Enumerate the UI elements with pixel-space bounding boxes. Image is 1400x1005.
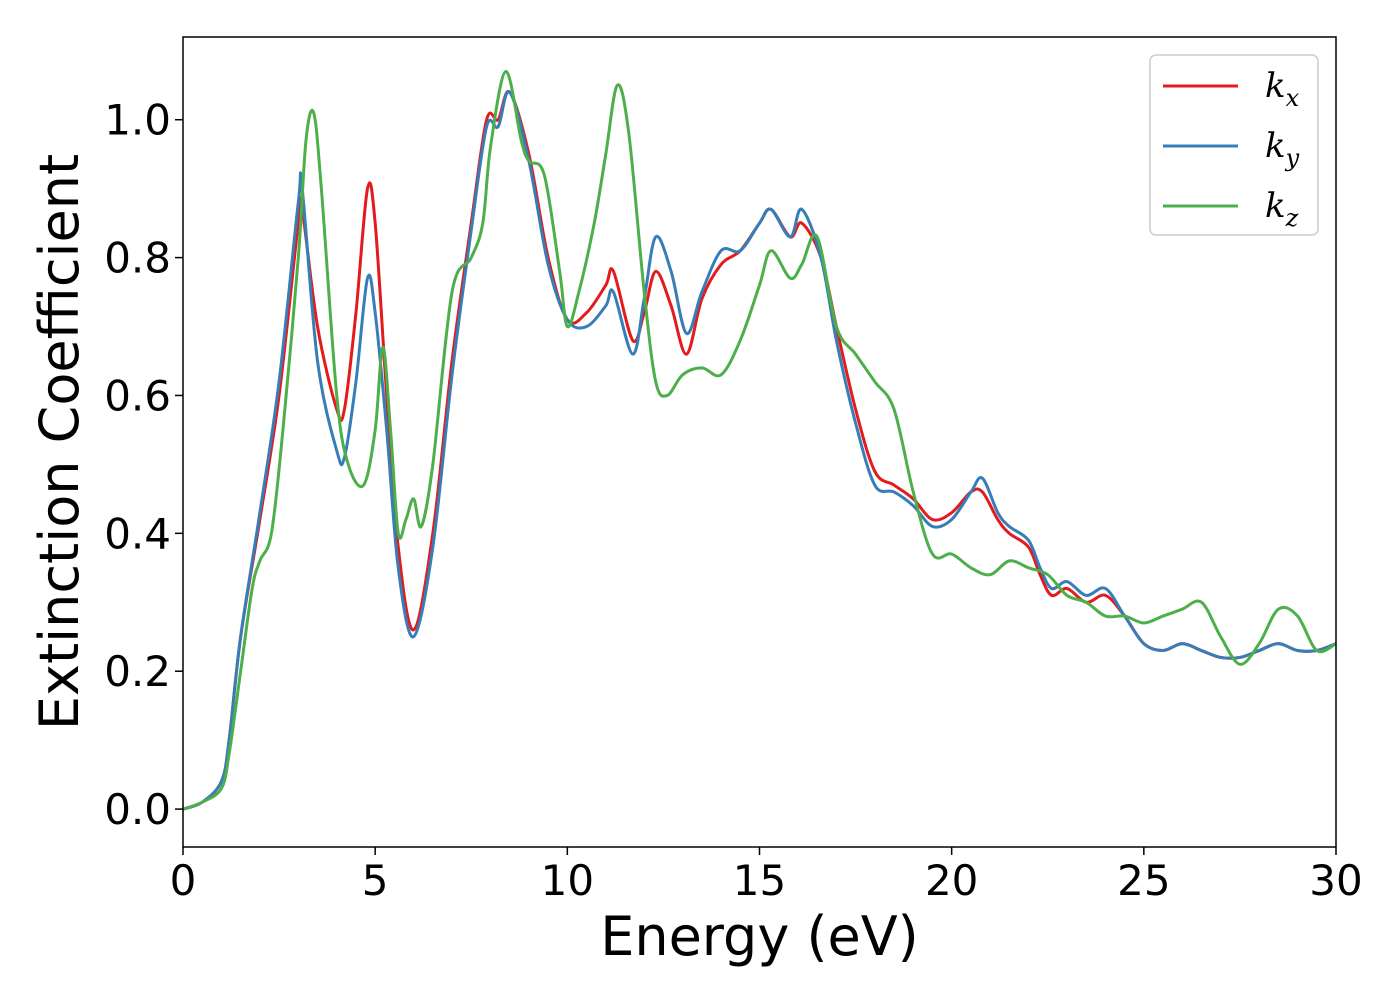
x-tick-label: 25 [1117, 856, 1170, 905]
series-line-z [183, 69, 1336, 811]
y-tick-label: 0.2 [104, 647, 171, 696]
y-axis-ticks: 0.0 0.2 0.4 0.6 0.8 1.0 [104, 96, 183, 834]
y-tick-label: 1.0 [104, 96, 171, 145]
legend-subscript-z: z [1285, 204, 1299, 232]
x-tick-label: 10 [541, 856, 594, 905]
x-axis-label: Energy (eV) [600, 905, 919, 968]
x-tick-label: 5 [362, 856, 389, 905]
y-tick-label: 0.6 [104, 371, 171, 420]
legend-subscript-x: x [1286, 84, 1300, 112]
y-tick-label: 0.4 [104, 509, 171, 558]
x-tick-label: 20 [925, 856, 978, 905]
series-line-y [183, 90, 1336, 811]
y-axis-label: Extinction Coefficient [28, 154, 91, 730]
x-tick-label: 15 [733, 856, 786, 905]
legend-subscript-y: y [1285, 144, 1300, 172]
y-tick-label: 0.0 [104, 785, 171, 834]
plot-lines [183, 69, 1336, 811]
x-tick-label: 30 [1309, 856, 1362, 905]
x-tick-label: 0 [170, 856, 197, 905]
x-axis-ticks: 0 5 10 15 20 25 30 [170, 847, 1363, 905]
y-tick-label: 0.8 [104, 234, 171, 283]
